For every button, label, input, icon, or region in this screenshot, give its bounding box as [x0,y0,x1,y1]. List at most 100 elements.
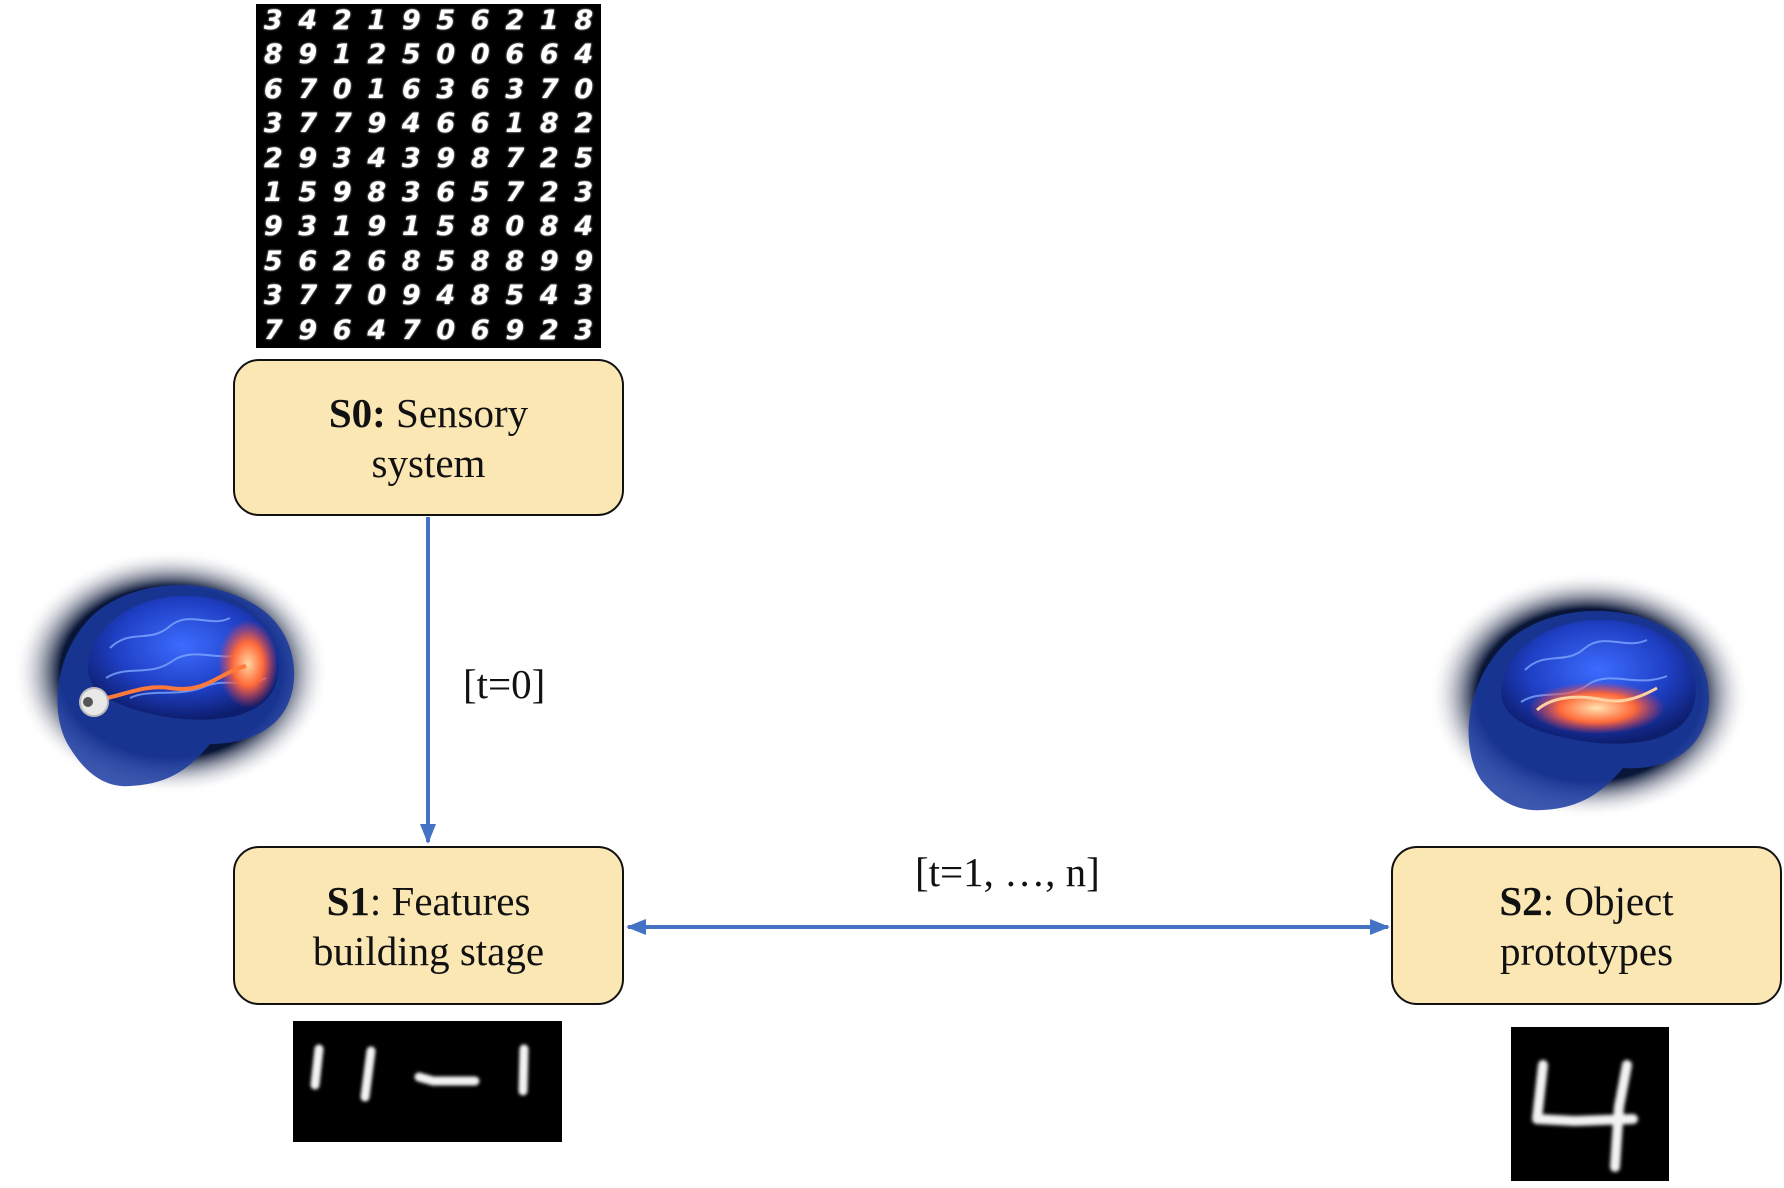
mnist-digit-cell: 6 [470,5,490,36]
node-s1-key: S1 [326,877,370,924]
mnist-digit-cell: 3 [332,142,352,174]
mnist-digit-cell: 7 [332,280,352,312]
mnist-digit-cell: 7 [505,177,525,208]
mnist-digit-cell: 5 [470,177,490,208]
stroke-feature-4 [518,1044,529,1096]
mnist-digit-cell: 8 [470,280,490,312]
stroke-feature-2 [360,1046,376,1102]
mnist-digit-cell: 6 [401,73,421,105]
mnist-digit-cell: 8 [470,245,490,277]
brain-memory-region-illustration [1429,572,1749,818]
mnist-digit-cell: 7 [298,108,318,140]
mnist-digit-cell: 6 [505,39,525,71]
mnist-digit-cell: 8 [574,5,594,36]
mnist-digit-cell: 4 [367,314,387,346]
mnist-digit-cell: 1 [367,73,387,105]
node-s1-text-line2: building stage [312,927,545,974]
mnist-digit-cell: 0 [470,39,490,71]
mnist-digit-cell: 0 [574,73,594,105]
mnist-digit-cell: 6 [539,39,559,71]
mnist-digit-cell: 7 [505,142,525,174]
mnist-digit-cell: 9 [436,142,456,174]
feature-strokes-panel [293,1021,562,1142]
mnist-digit-cell: 0 [436,39,456,71]
node-s1-features-building-stage: S1: Features building stage [233,846,624,1005]
mnist-digit-cell: 4 [401,108,421,140]
mnist-digit-cell: 3 [263,5,283,36]
mnist-digit-cell: 9 [298,39,318,71]
mnist-digit-cell: 4 [574,211,594,243]
mnist-digit-cell: 9 [367,108,387,140]
mnist-digit-cell: 2 [367,39,387,71]
mnist-digit-cell: 8 [539,108,559,140]
mnist-digit-cell: 8 [505,245,525,277]
mnist-digit-cell: 3 [574,280,594,312]
mnist-digit-cell: 7 [263,314,283,346]
mnist-digit-cell: 6 [436,108,456,140]
mnist-digit-cell: 3 [505,73,525,105]
node-s0-key: S0: [328,389,386,436]
mnist-digit-cell: 0 [332,73,352,105]
mnist-digit-cell: 2 [574,108,594,140]
mnist-digit-cell: 3 [263,108,283,140]
mnist-digit-cell: 6 [470,314,490,346]
mnist-digit-cell: 4 [574,39,594,71]
mnist-digit-cell: 3 [574,177,594,208]
mnist-digit-cell: 5 [436,211,456,243]
mnist-digit-cell: 9 [298,314,318,346]
mnist-digit-cell: 2 [332,5,352,36]
stroke-feature-1 [310,1044,324,1090]
mnist-digit-cell: 3 [436,73,456,105]
mnist-digit-cell: 5 [436,245,456,277]
mnist-digit-cell: 8 [470,142,490,174]
node-s2-label: S2: Object prototypes [1499,876,1673,976]
mnist-digit-cell: 3 [263,280,283,312]
node-s0-sensory-system: S0: Sensory system [233,359,624,516]
mnist-digit-cell: 7 [332,108,352,140]
mnist-digit-cell: 3 [298,211,318,243]
mnist-digit-cell: 9 [574,245,594,277]
mnist-digit-cell: 6 [298,245,318,277]
mnist-digit-cell: 2 [539,142,559,174]
mnist-digit-cell: 4 [367,142,387,174]
mnist-digit-cell: 4 [539,280,559,312]
mnist-digit-cell: 9 [401,5,421,36]
mnist-digit-cell: 1 [332,39,352,71]
mnist-digit-cell: 3 [574,314,594,346]
mnist-digit-cell: 1 [367,5,387,36]
mnist-digit-cell: 5 [436,5,456,36]
mnist-digit-cell: 8 [401,245,421,277]
mnist-digit-cell: 6 [332,314,352,346]
mnist-digit-cell: 8 [539,211,559,243]
mnist-digit-cell: 5 [298,177,318,208]
mnist-digit-cell: 2 [263,142,283,174]
mnist-digit-cell: 8 [367,177,387,208]
mnist-digit-cell: 5 [574,142,594,174]
node-s0-text-line2: system [371,439,486,486]
mnist-digit-cell: 8 [470,211,490,243]
mnist-digit-cell: 6 [470,73,490,105]
mnist-digit-cell: 3 [401,177,421,208]
node-s2-key: S2 [1499,877,1543,924]
mnist-digit-cell: 5 [263,245,283,277]
mnist-digit-cell: 7 [298,280,318,312]
mnist-digit-cell: 2 [332,245,352,277]
mnist-digit-cell: 4 [436,280,456,312]
node-s0-text-line1: Sensory [385,389,529,436]
mnist-digit-cell: 5 [505,280,525,312]
mnist-digit-cell: 7 [539,73,559,105]
mnist-digit-cell: 1 [401,211,421,243]
mnist-digit-cell: 1 [539,5,559,36]
feature-strokes-graphic [310,1044,529,1102]
mnist-digit-cell: 9 [298,142,318,174]
mnist-digit-cell: 3 [401,142,421,174]
node-s2-object-prototypes: S2: Object prototypes [1391,846,1782,1005]
brain-visual-pathway-illustration [13,550,329,794]
mnist-digit-cell: 2 [505,5,525,36]
mnist-digit-cell: 6 [470,108,490,140]
mnist-digit-cell: 9 [367,211,387,243]
